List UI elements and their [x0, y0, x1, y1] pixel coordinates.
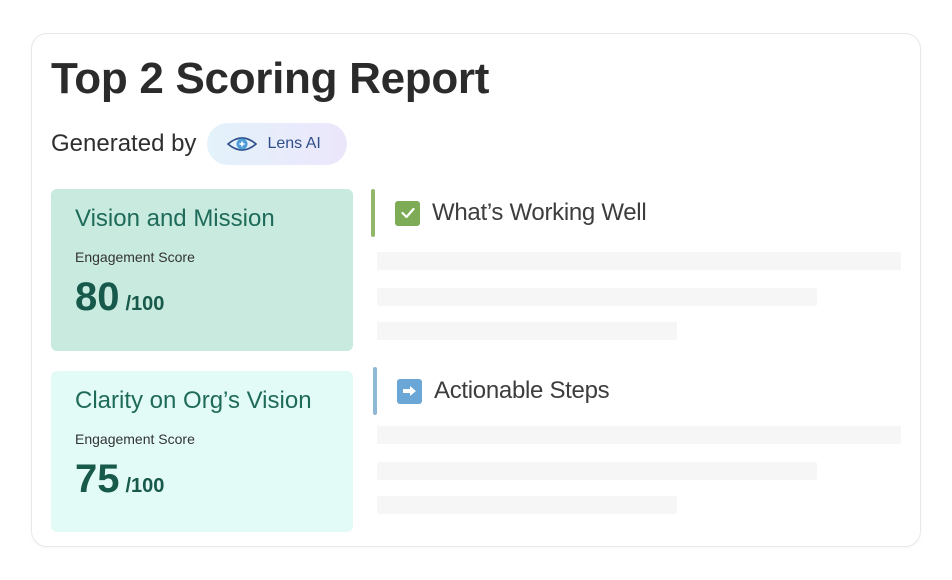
section-title: Actionable Steps: [434, 377, 610, 404]
loading-placeholder: [377, 426, 901, 444]
section-title: What’s Working Well: [432, 199, 647, 226]
right-arrow-icon: [397, 378, 422, 404]
actionable-steps-section: Actionable Steps: [371, 367, 911, 514]
score-denominator: /100: [125, 293, 165, 315]
loading-placeholder: [377, 462, 817, 480]
score-card-subtitle: Engagement Score: [75, 249, 195, 265]
score-card-vision-mission: Vision and Mission Engagement Score 80 /…: [51, 189, 353, 351]
eye-icon: [227, 137, 258, 151]
lens-ai-badge[interactable]: Lens AI: [207, 123, 348, 165]
accent-bar: [371, 189, 375, 237]
accent-bar: [373, 367, 377, 415]
actionable-steps-header: Actionable Steps: [371, 367, 911, 415]
report-card: Top 2 Scoring Report Generated by Lens A…: [31, 33, 921, 547]
score-value: 80: [75, 275, 120, 319]
lens-ai-label: Lens AI: [267, 135, 321, 152]
loading-placeholder: [377, 322, 677, 340]
working-well-section: What’s Working Well: [371, 189, 911, 340]
page-title: Top 2 Scoring Report: [51, 54, 490, 103]
score-value-row: 80 /100: [75, 275, 329, 320]
generated-by-row: Generated by Lens AI: [51, 123, 348, 165]
check-icon: [395, 200, 420, 226]
score-denominator: /100: [125, 475, 165, 497]
score-card-clarity-vision: Clarity on Org’s Vision Engagement Score…: [51, 371, 353, 532]
loading-placeholder: [377, 496, 677, 514]
loading-placeholder: [377, 252, 901, 270]
score-value-row: 75 /100: [75, 457, 329, 502]
score-card-subtitle: Engagement Score: [75, 431, 195, 447]
loading-placeholder: [377, 288, 817, 306]
generated-by-label: Generated by: [51, 130, 197, 157]
score-card-title: Vision and Mission: [75, 205, 275, 232]
working-well-header: What’s Working Well: [371, 189, 911, 237]
score-card-title: Clarity on Org’s Vision: [75, 387, 312, 414]
score-value: 75: [75, 457, 120, 501]
